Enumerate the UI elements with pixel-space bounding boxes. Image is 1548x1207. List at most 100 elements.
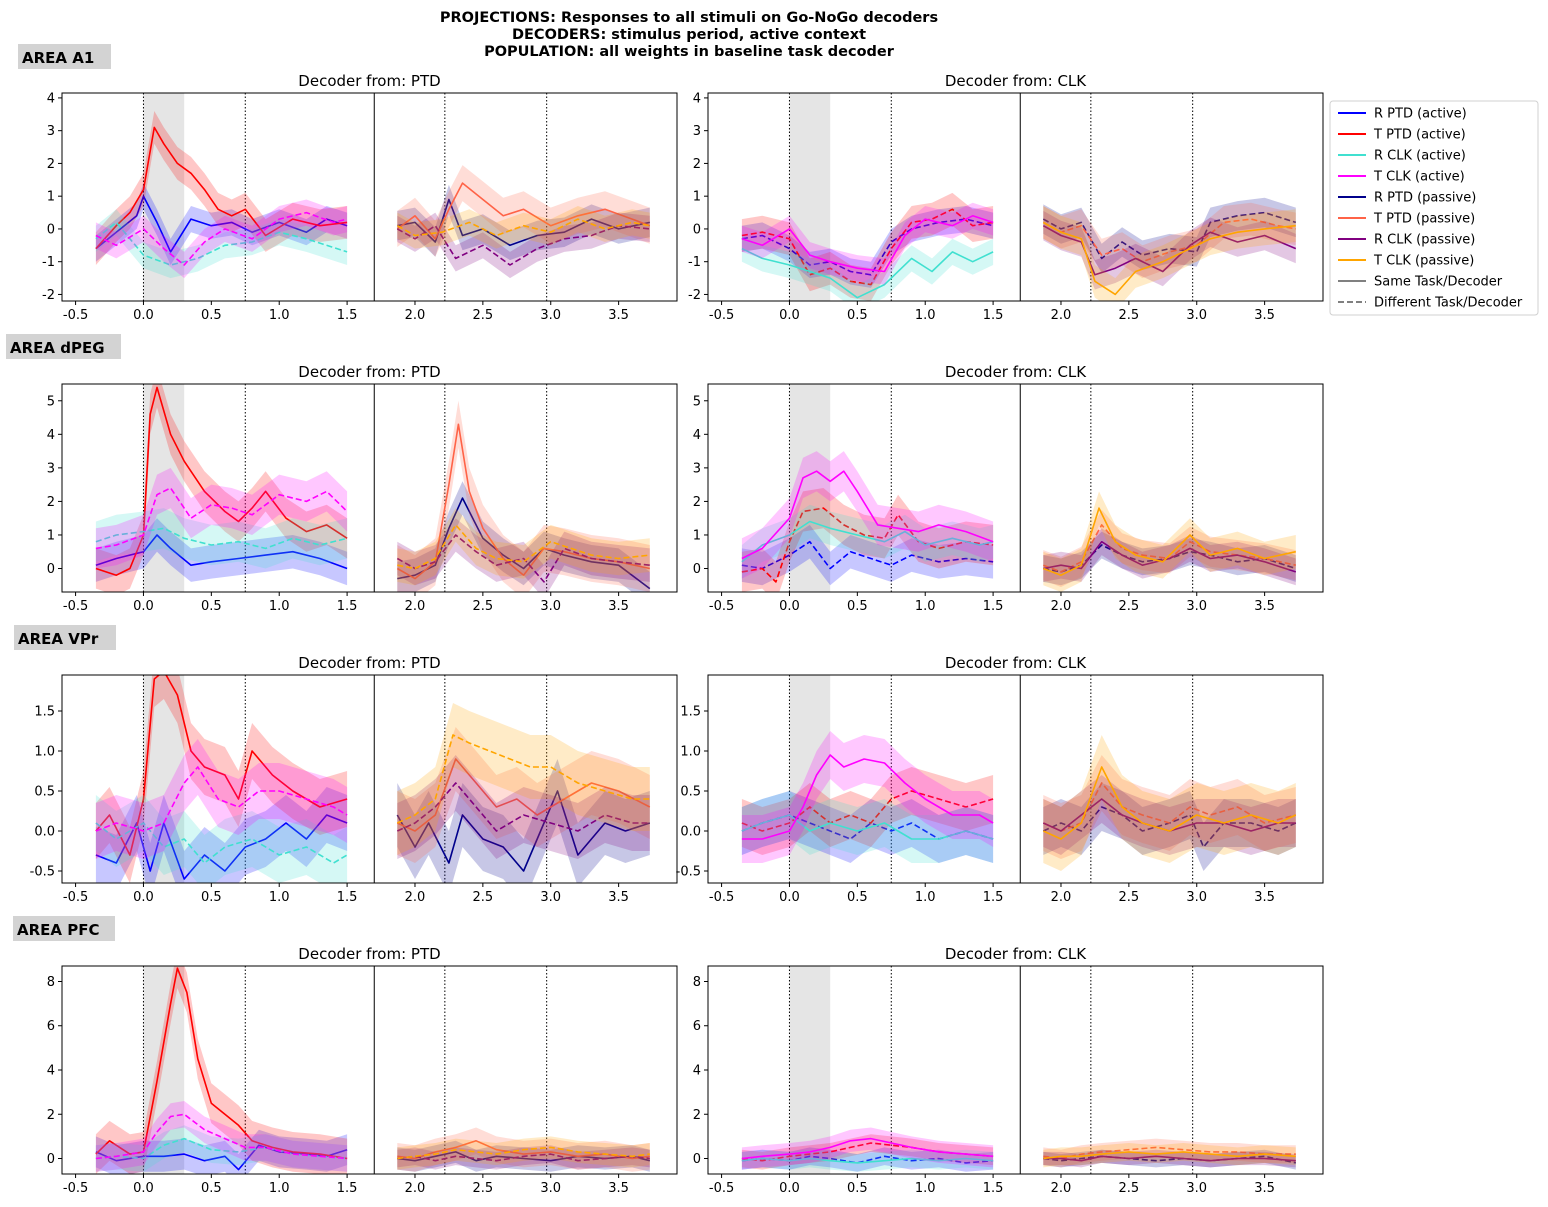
line-T_PTD_passive (1042, 782, 1296, 832)
y-tick-label: 4 (693, 91, 701, 106)
band-R_CLK_active (741, 791, 994, 863)
y-tick-label: 1.0 (34, 745, 55, 760)
line-T_PTD_active (741, 790, 994, 832)
figure-title: PROJECTIONS: Responses to all stimuli on… (440, 10, 938, 60)
y-tick-label: 3 (47, 461, 55, 476)
x-tick-label: 0.5 (847, 308, 868, 323)
line-R_PTD_active (741, 218, 994, 276)
legend-label: T CLK (active) (1373, 170, 1465, 185)
band-T_CLK_passive (397, 703, 650, 855)
x-tick-label: 3.0 (1186, 890, 1207, 905)
y-tick-label: -1 (42, 255, 55, 270)
band-T_CLK_active (741, 202, 994, 285)
x-tick-label: -0.5 (63, 308, 88, 323)
line-R_CLK_active (741, 1157, 994, 1164)
x-tick-label: 1.0 (269, 599, 290, 614)
x-tick-label: 2.5 (1119, 599, 1140, 614)
legend-label: R PTD (passive) (1374, 191, 1476, 206)
x-tick-label: 0.0 (133, 308, 154, 323)
x-tick-label: 1.5 (983, 890, 1004, 905)
band-R_CLK_passive (397, 1145, 650, 1170)
stimulus-shade (143, 966, 185, 1174)
line-R_CLK_passive (396, 224, 650, 266)
line-R_PTD_passive (397, 497, 651, 590)
line-T_CLK_passive (396, 734, 650, 824)
line-T_PTD_passive (1042, 218, 1296, 263)
x-tick-label: 2.0 (405, 308, 426, 323)
line-T_PTD_active (95, 967, 348, 1160)
legend-label: R PTD (active) (1374, 107, 1467, 122)
legend: R PTD (active) T PTD (active) R CLK (activ… (1329, 100, 1539, 316)
x-tick-label: -0.5 (709, 599, 734, 614)
y-tick-label: 1.0 (680, 745, 701, 760)
x-tick-label: 3.0 (540, 890, 561, 905)
panel-clk: Decoder from: CLK 0 1 2 3 4 5 -0.5 0.0 0.5 1.0 1.5 2… (693, 363, 1324, 614)
area-label-box (13, 916, 115, 941)
y-tick-label: 1 (47, 528, 55, 543)
x-tick-label: 1.0 (269, 890, 290, 905)
band-R_PTD_active (741, 1147, 994, 1172)
line-R_PTD_passive (397, 198, 650, 247)
band-T_PTD_active (95, 966, 348, 1174)
line-T_CLK_active (95, 766, 348, 832)
y-tick-label: 1 (693, 190, 701, 205)
band-T_CLK_passive (397, 206, 650, 249)
line-R_PTD_passive (1042, 211, 1297, 260)
x-tick-label: 1.0 (269, 308, 290, 323)
x-tick-label: 2.5 (1119, 1181, 1140, 1196)
line-R_CLK_active (741, 247, 994, 299)
line-R_CLK_passive (396, 782, 650, 832)
band-R_PTD_active (95, 787, 348, 883)
line-R_PTD_active (95, 814, 348, 880)
band-R_CLK_passive (1043, 210, 1296, 290)
band-T_PTD_passive (1043, 509, 1296, 587)
x-tick-label: 0.0 (779, 1181, 800, 1196)
y-tick-label: 1.5 (34, 705, 55, 720)
x-tick-label: 3.5 (608, 890, 629, 905)
line-R_CLK_passive (1043, 540, 1297, 573)
x-tick-label: 3.0 (540, 1181, 561, 1196)
plot-grid: AREA A1 Decoder from: PTD -2 -1 0 1 2 3 4 -0.5 0.0… (6, 44, 1324, 1196)
band-R_PTD_active (741, 791, 994, 863)
line-R_PTD_active (95, 195, 348, 253)
stimulus-shade (789, 384, 831, 592)
x-tick-label: 2.5 (1119, 890, 1140, 905)
panel-title: Decoder from: PTD (298, 363, 440, 381)
stimulus-shade (143, 675, 185, 883)
y-tick-label: 4 (47, 91, 55, 106)
y-tick-label: 4 (693, 1064, 701, 1079)
x-tick-label: -0.5 (709, 308, 734, 323)
panel-title: Decoder from: CLK (945, 72, 1087, 90)
y-tick-label: -2 (42, 288, 55, 303)
area-label: AREA A1 (22, 49, 94, 67)
band-R_PTD_passive (397, 481, 650, 592)
line-R_CLK_active (95, 1137, 348, 1160)
y-tick-label: 4 (47, 428, 55, 443)
y-tick-label: 1.5 (680, 705, 701, 720)
x-tick-label: 2.0 (405, 890, 426, 905)
line-T_CLK_active (95, 487, 348, 550)
x-tick-label: 0.0 (779, 599, 800, 614)
line-T_CLK_active (95, 211, 348, 266)
line-R_CLK_active (95, 527, 348, 550)
figure-title-line-1: PROJECTIONS: Responses to all stimuli on… (440, 10, 938, 26)
x-tick-label: 1.5 (983, 1181, 1004, 1196)
band-R_CLK_active (95, 1125, 348, 1172)
band-T_CLK_active (95, 739, 348, 859)
band-R_CLK_passive (397, 212, 650, 279)
x-tick-label: 1.0 (915, 890, 936, 905)
x-tick-label: 0.5 (201, 599, 222, 614)
plot-area (741, 384, 1297, 592)
band-R_CLK_passive (397, 755, 650, 859)
line-R_CLK_active (95, 822, 348, 864)
panel-ptd: Decoder from: PTD -2 -1 0 1 2 3 4 -0.5 0.0 0.5 1.0 1… (42, 72, 678, 323)
line-R_PTD_passive (396, 790, 651, 872)
band-T_CLK_active (95, 1101, 348, 1172)
x-tick-label: 2.5 (473, 890, 494, 905)
x-tick-label: 0.5 (201, 1181, 222, 1196)
plot-area (95, 966, 650, 1174)
band-R_CLK_active (95, 795, 348, 883)
band-T_PTD_active (95, 111, 348, 265)
x-tick-label: 2.0 (1051, 308, 1072, 323)
line-T_CLK_passive (397, 1146, 650, 1160)
